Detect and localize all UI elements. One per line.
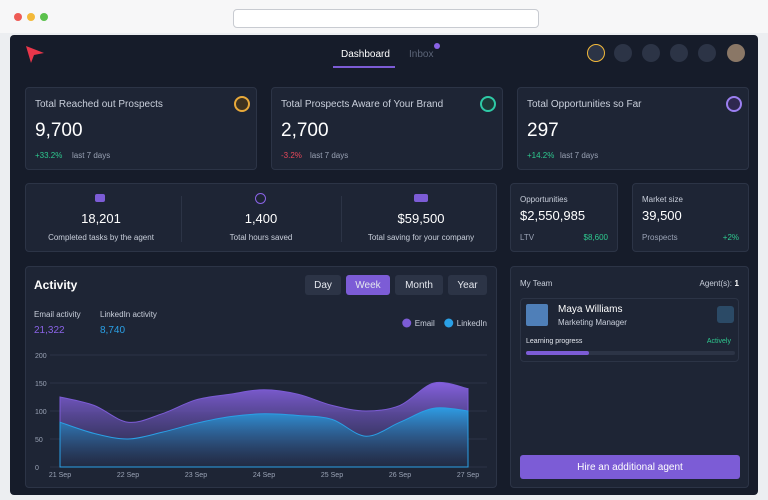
total-value: 21,322 [34, 325, 65, 336]
stat-label: Total hours saved [229, 233, 293, 242]
agents-label: Agent(s): [699, 279, 732, 288]
x-tick-label: 21 Sep [49, 472, 71, 479]
divider [181, 196, 182, 242]
kpi-title: Total Reached out Prospects [35, 99, 163, 110]
period-button[interactable]: Day [305, 275, 341, 295]
stat-value: 1,400 [244, 211, 278, 226]
max-dot[interactable] [40, 13, 48, 21]
period-button[interactable]: Month [395, 275, 443, 295]
x-tick-label: 25 Sep [321, 472, 343, 479]
y-tick-label: 0 [35, 465, 39, 472]
x-tick-label: 27 Sep [457, 472, 479, 479]
kpi-change: -3.2% [281, 151, 302, 160]
tab[interactable]: Dashboard [341, 49, 390, 60]
x-tick-label: 23 Sep [185, 472, 207, 479]
legend-label: LinkedIn [457, 319, 487, 328]
kpi-icon [480, 96, 496, 112]
stat-value: $59,500 [397, 211, 445, 226]
card-title: Market size [642, 195, 683, 204]
total-value: 8,740 [100, 325, 126, 336]
stat-icon [414, 194, 428, 202]
logo [26, 46, 44, 63]
period-button[interactable]: Week [346, 275, 390, 295]
stat-value: 18,201 [81, 211, 121, 226]
opportunities-card: Opportunities $2,550,985 LTV $8,600 [510, 183, 618, 252]
icon-button[interactable] [642, 44, 660, 62]
icon-button[interactable] [614, 44, 632, 62]
agents-count: 1 [734, 279, 739, 288]
card-value: $2,550,985 [520, 208, 586, 223]
card-sub-label: LTV [520, 233, 535, 242]
stat-icon [255, 193, 266, 204]
stat-label: Completed tasks by the agent [48, 233, 154, 242]
theme-button[interactable] [587, 44, 605, 62]
kpi-value: 2,700 [281, 120, 329, 141]
team-title: My Team [520, 279, 553, 288]
card-value: 39,500 [642, 208, 682, 223]
member-card[interactable] [520, 298, 739, 362]
icon-button[interactable] [670, 44, 688, 62]
kpi-card: Total Prospects Aware of Your Brand 2,70… [271, 87, 503, 170]
kpi-card: Total Reached out Prospects 9,700 +33.2%… [25, 87, 257, 170]
member-role: Marketing Manager [558, 318, 627, 327]
kpi-icon [726, 96, 742, 112]
message-button[interactable] [717, 306, 734, 323]
stats-card: 18,201 Completed tasks by the agent 1,40… [25, 183, 497, 252]
kpi-period: last 7 days [310, 151, 349, 160]
progress-label: Learning progress [526, 338, 583, 345]
y-tick-label: 200 [35, 353, 47, 360]
kpi-card: Total Opportunities so Far 297 +14.2% la… [517, 87, 749, 170]
address-bar[interactable] [233, 9, 539, 28]
progress-track [526, 351, 735, 355]
kpi-period: last 7 days [560, 151, 599, 160]
y-tick-label: 50 [35, 437, 43, 444]
kpi-value: 9,700 [35, 120, 83, 141]
team-card: My Team Agent(s): 1 Maya Williams Market… [510, 266, 749, 488]
kpi-icon [234, 96, 250, 112]
badge [434, 43, 440, 49]
tab[interactable]: Inbox [409, 49, 434, 60]
x-tick-label: 22 Sep [117, 472, 139, 479]
min-dot[interactable] [27, 13, 35, 21]
kpi-change: +33.2% [35, 151, 63, 160]
card-sub-value: +2% [722, 233, 739, 242]
x-tick-label: 24 Sep [253, 472, 275, 479]
member-name: Maya Williams [558, 304, 623, 315]
member-avatar [526, 304, 548, 326]
avatar[interactable] [727, 44, 745, 62]
legend-label: Email [415, 319, 435, 328]
progress-bar [526, 351, 589, 355]
kpi-title: Total Prospects Aware of Your Brand [281, 99, 444, 110]
area [59, 407, 469, 468]
stat-icon [95, 194, 105, 202]
activity-title: Activity [34, 278, 78, 292]
status: Actively [706, 338, 731, 345]
total-label: Email activity [34, 310, 81, 319]
legend-swatch [402, 318, 412, 328]
card-title: Opportunities [520, 195, 568, 204]
legend-swatch [444, 318, 454, 328]
kpi-period: last 7 days [72, 151, 111, 160]
kpi-value: 297 [527, 120, 559, 141]
hire-button[interactable]: Hire an additional agent [520, 455, 740, 479]
icon-button[interactable] [698, 44, 716, 62]
x-tick-label: 26 Sep [389, 472, 411, 479]
card-sub-label: Prospects [642, 233, 678, 242]
close-dot[interactable] [14, 13, 22, 21]
chart: 0 50 100 150 200 21 Sep 22 Sep 23 Sep 24 Sep 25 S… [35, 318, 487, 479]
kpi-title: Total Opportunities so Far [527, 99, 642, 110]
kpi-change: +14.2% [527, 151, 555, 160]
y-tick-label: 150 [35, 381, 47, 388]
total-label: LinkedIn activity [100, 310, 157, 319]
divider [341, 196, 342, 242]
tab-underline [333, 66, 395, 68]
y-tick-label: 100 [35, 409, 47, 416]
period-button[interactable]: Year [448, 275, 487, 295]
card-sub-value: $8,600 [583, 233, 608, 242]
stat-label: Total saving for your company [367, 233, 475, 242]
market-card: Market size 39,500 Prospects +2% [632, 183, 749, 252]
